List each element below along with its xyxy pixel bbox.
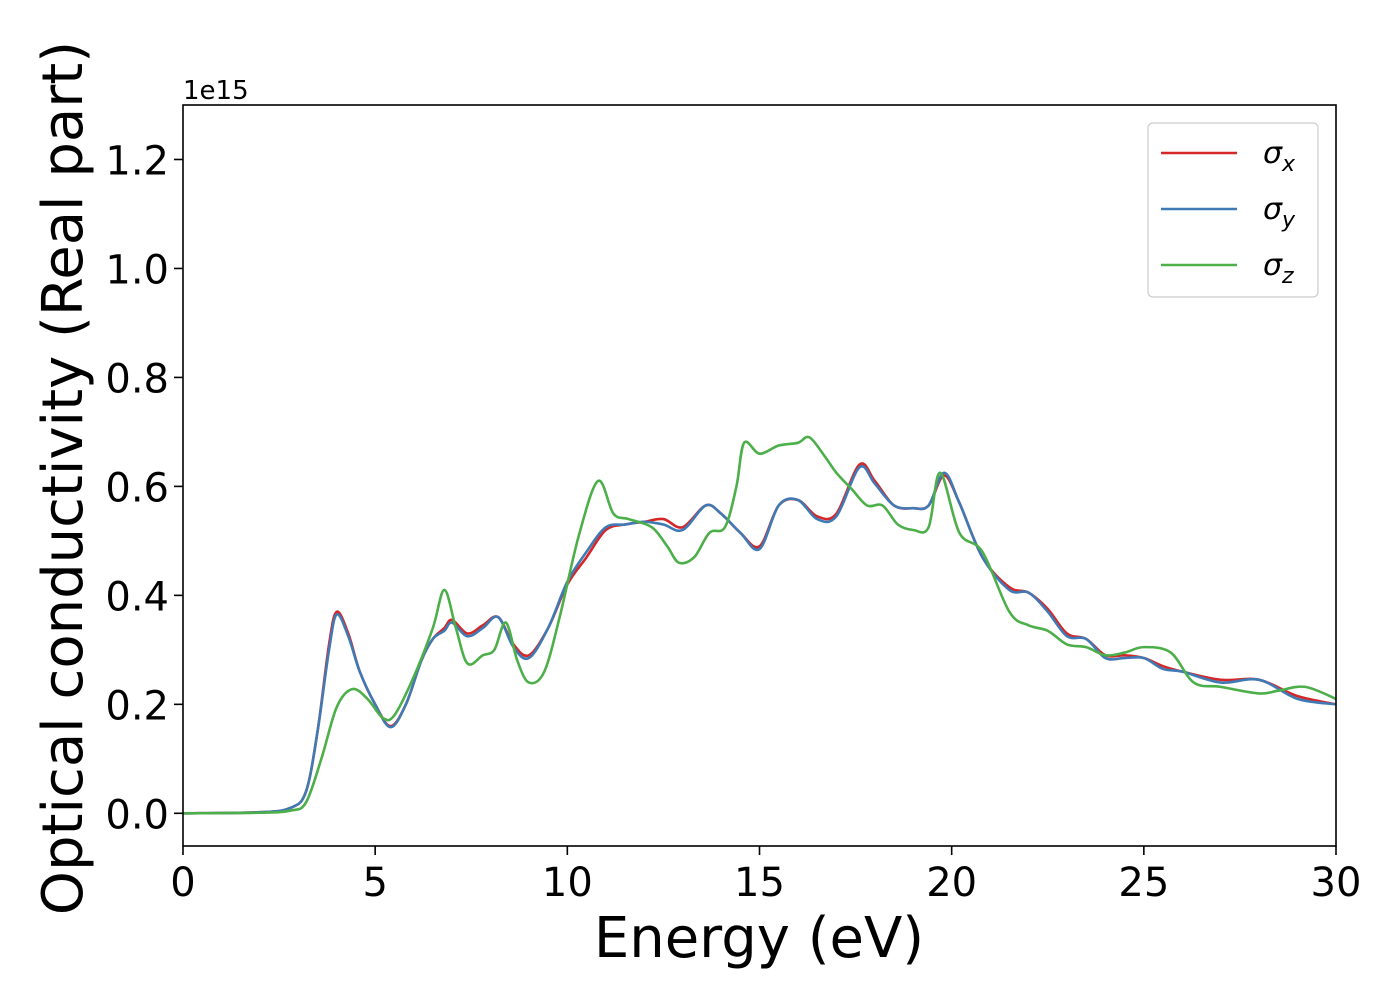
x-axis: 0 5 10 15 20 25 30 [170, 846, 1361, 906]
y-tick-label: 1.2 [105, 138, 169, 184]
plot-background [183, 105, 1336, 846]
x-tick-label: 25 [1118, 860, 1169, 906]
x-tick-label: 5 [362, 860, 387, 906]
y-tick-label: 1.0 [105, 247, 169, 293]
x-axis-title: Energy (eV) [594, 906, 924, 971]
y-tick-label: 0.6 [105, 465, 169, 511]
legend-label-z: σz [1263, 248, 1294, 289]
y-tick-label: 0.4 [105, 574, 169, 620]
y-tick-label: 0.8 [105, 356, 169, 402]
y-axis: 0.0 0.2 0.4 0.6 0.8 1.0 1.2 [105, 138, 183, 838]
x-tick-label: 0 [170, 860, 195, 906]
x-tick-label: 20 [926, 860, 977, 906]
y-tick-label: 0.2 [105, 683, 169, 729]
y-offset-label: 1e15 [183, 76, 249, 106]
x-tick-label: 30 [1311, 860, 1362, 906]
x-tick-label: 10 [542, 860, 593, 906]
y-tick-label: 0.0 [105, 792, 169, 838]
legend-label-x: σx [1263, 136, 1296, 177]
x-tick-label: 15 [734, 860, 785, 906]
legend-label-y: σy [1263, 192, 1296, 233]
series-line-z [182, 435, 1337, 815]
legend: σx σy σz [1147, 122, 1319, 298]
y-axis-title: Optical conductivity (Real part) [31, 41, 96, 915]
series-layer [182, 435, 1337, 815]
